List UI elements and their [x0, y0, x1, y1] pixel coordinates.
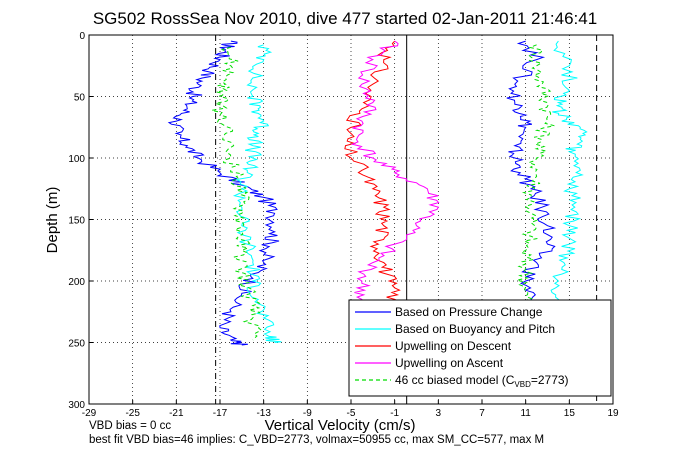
x-tick-labels: -29 -25 -21 -17 -13 -9 -5 -1 3 7 11 15 19: [82, 408, 619, 419]
x-tick-label: -5: [347, 408, 356, 419]
y-tick-labels: 0 50 100 150 200 250 300: [68, 31, 85, 411]
series-line-2-ascent: [550, 40, 588, 337]
legend: Based on Pressure Change Based on Buoyanc…: [348, 299, 612, 397]
x-tick-label: -29: [82, 408, 97, 419]
y-tick-label: 200: [68, 277, 85, 288]
x-tick-label: 19: [607, 408, 619, 419]
x-tick-label: 7: [479, 408, 485, 419]
series-line-2-descent: [232, 44, 282, 343]
y-tick-label: 300: [68, 400, 85, 411]
chart-title: SG502 RossSea Nov 2010, dive 477 started…: [93, 9, 597, 28]
y-tick-label: 150: [68, 216, 85, 227]
series-line-1-descent: [167, 40, 280, 346]
x-tick-label: -21: [169, 408, 184, 419]
legend-entry: Upwelling on Ascent: [395, 356, 504, 370]
x-tick-label: -13: [256, 408, 271, 419]
x-tick-label: 3: [436, 408, 442, 419]
x-axis-label: Vertical Velocity (cm/s): [265, 417, 416, 434]
x-tick-label: -1: [390, 408, 399, 419]
footer-fit: best fit VBD bias=46 implies: C_VBD=2773…: [89, 434, 544, 446]
legend-entry: 46 cc biased model (CVBD=2773): [395, 373, 569, 389]
x-tick-label: -25: [125, 408, 140, 419]
x-tick-label: -9: [303, 408, 312, 419]
y-tick-label: 0: [79, 31, 85, 42]
y-tick-label: 250: [68, 339, 85, 350]
legend-box: [348, 299, 612, 397]
plot-frame: [88, 34, 614, 405]
legend-entry: Based on Buoyancy and Pitch: [395, 322, 555, 336]
series-line-5-descent: [211, 46, 262, 341]
x-tick-label: -17: [213, 408, 228, 419]
y-axis-label: Depth (m): [44, 187, 61, 254]
y-tick-label: 100: [68, 154, 85, 165]
legend-entry: Based on Pressure Change: [395, 305, 543, 319]
x-tick-label: 15: [564, 408, 576, 419]
footer-bias: VBD bias = 0 cc: [89, 420, 171, 432]
series-line-5-ascent: [516, 44, 555, 341]
legend-entry: Upwelling on Descent: [395, 339, 512, 353]
x-tick-label: 11: [520, 408, 531, 419]
y-tick-label: 50: [74, 93, 86, 104]
